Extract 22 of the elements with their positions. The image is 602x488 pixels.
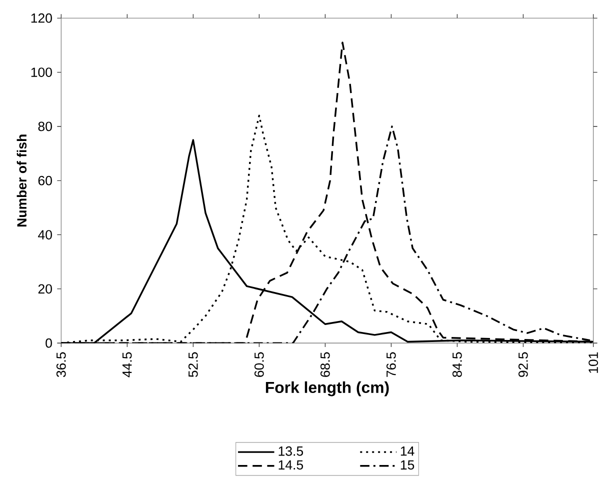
legend-label: 14 <box>400 446 414 456</box>
y-tick-label: 120 <box>31 13 52 23</box>
legend-label: 15 <box>400 460 414 470</box>
x-tick-label: 68.5 <box>320 352 330 377</box>
y-tick-label: 60 <box>38 176 52 186</box>
x-tick-label: 84.5 <box>452 352 462 377</box>
legend-label: 14.5 <box>278 460 304 470</box>
y-tick-label: 100 <box>31 68 52 77</box>
y-tick-label: 0 <box>46 338 52 348</box>
x-tick-label: 44.5 <box>122 352 132 378</box>
y-tick-label: 40 <box>38 230 52 240</box>
x-tick-label: 60.5 <box>254 352 264 377</box>
legend-label: 13.5 <box>278 446 304 456</box>
y-tick-label: 80 <box>38 122 52 132</box>
x-tick-label: 92.5 <box>518 352 528 377</box>
y-tick-label: 20 <box>38 284 52 294</box>
x-tick-label: 101 <box>588 352 598 373</box>
x-tick-label: 52.5 <box>188 352 198 378</box>
x-tick-label: 76.5 <box>386 352 396 377</box>
y-axis-title: Number of fish <box>16 134 27 226</box>
x-axis-title: Fork length (cm) <box>266 381 389 396</box>
x-tick-label: 36.5 <box>56 352 66 378</box>
